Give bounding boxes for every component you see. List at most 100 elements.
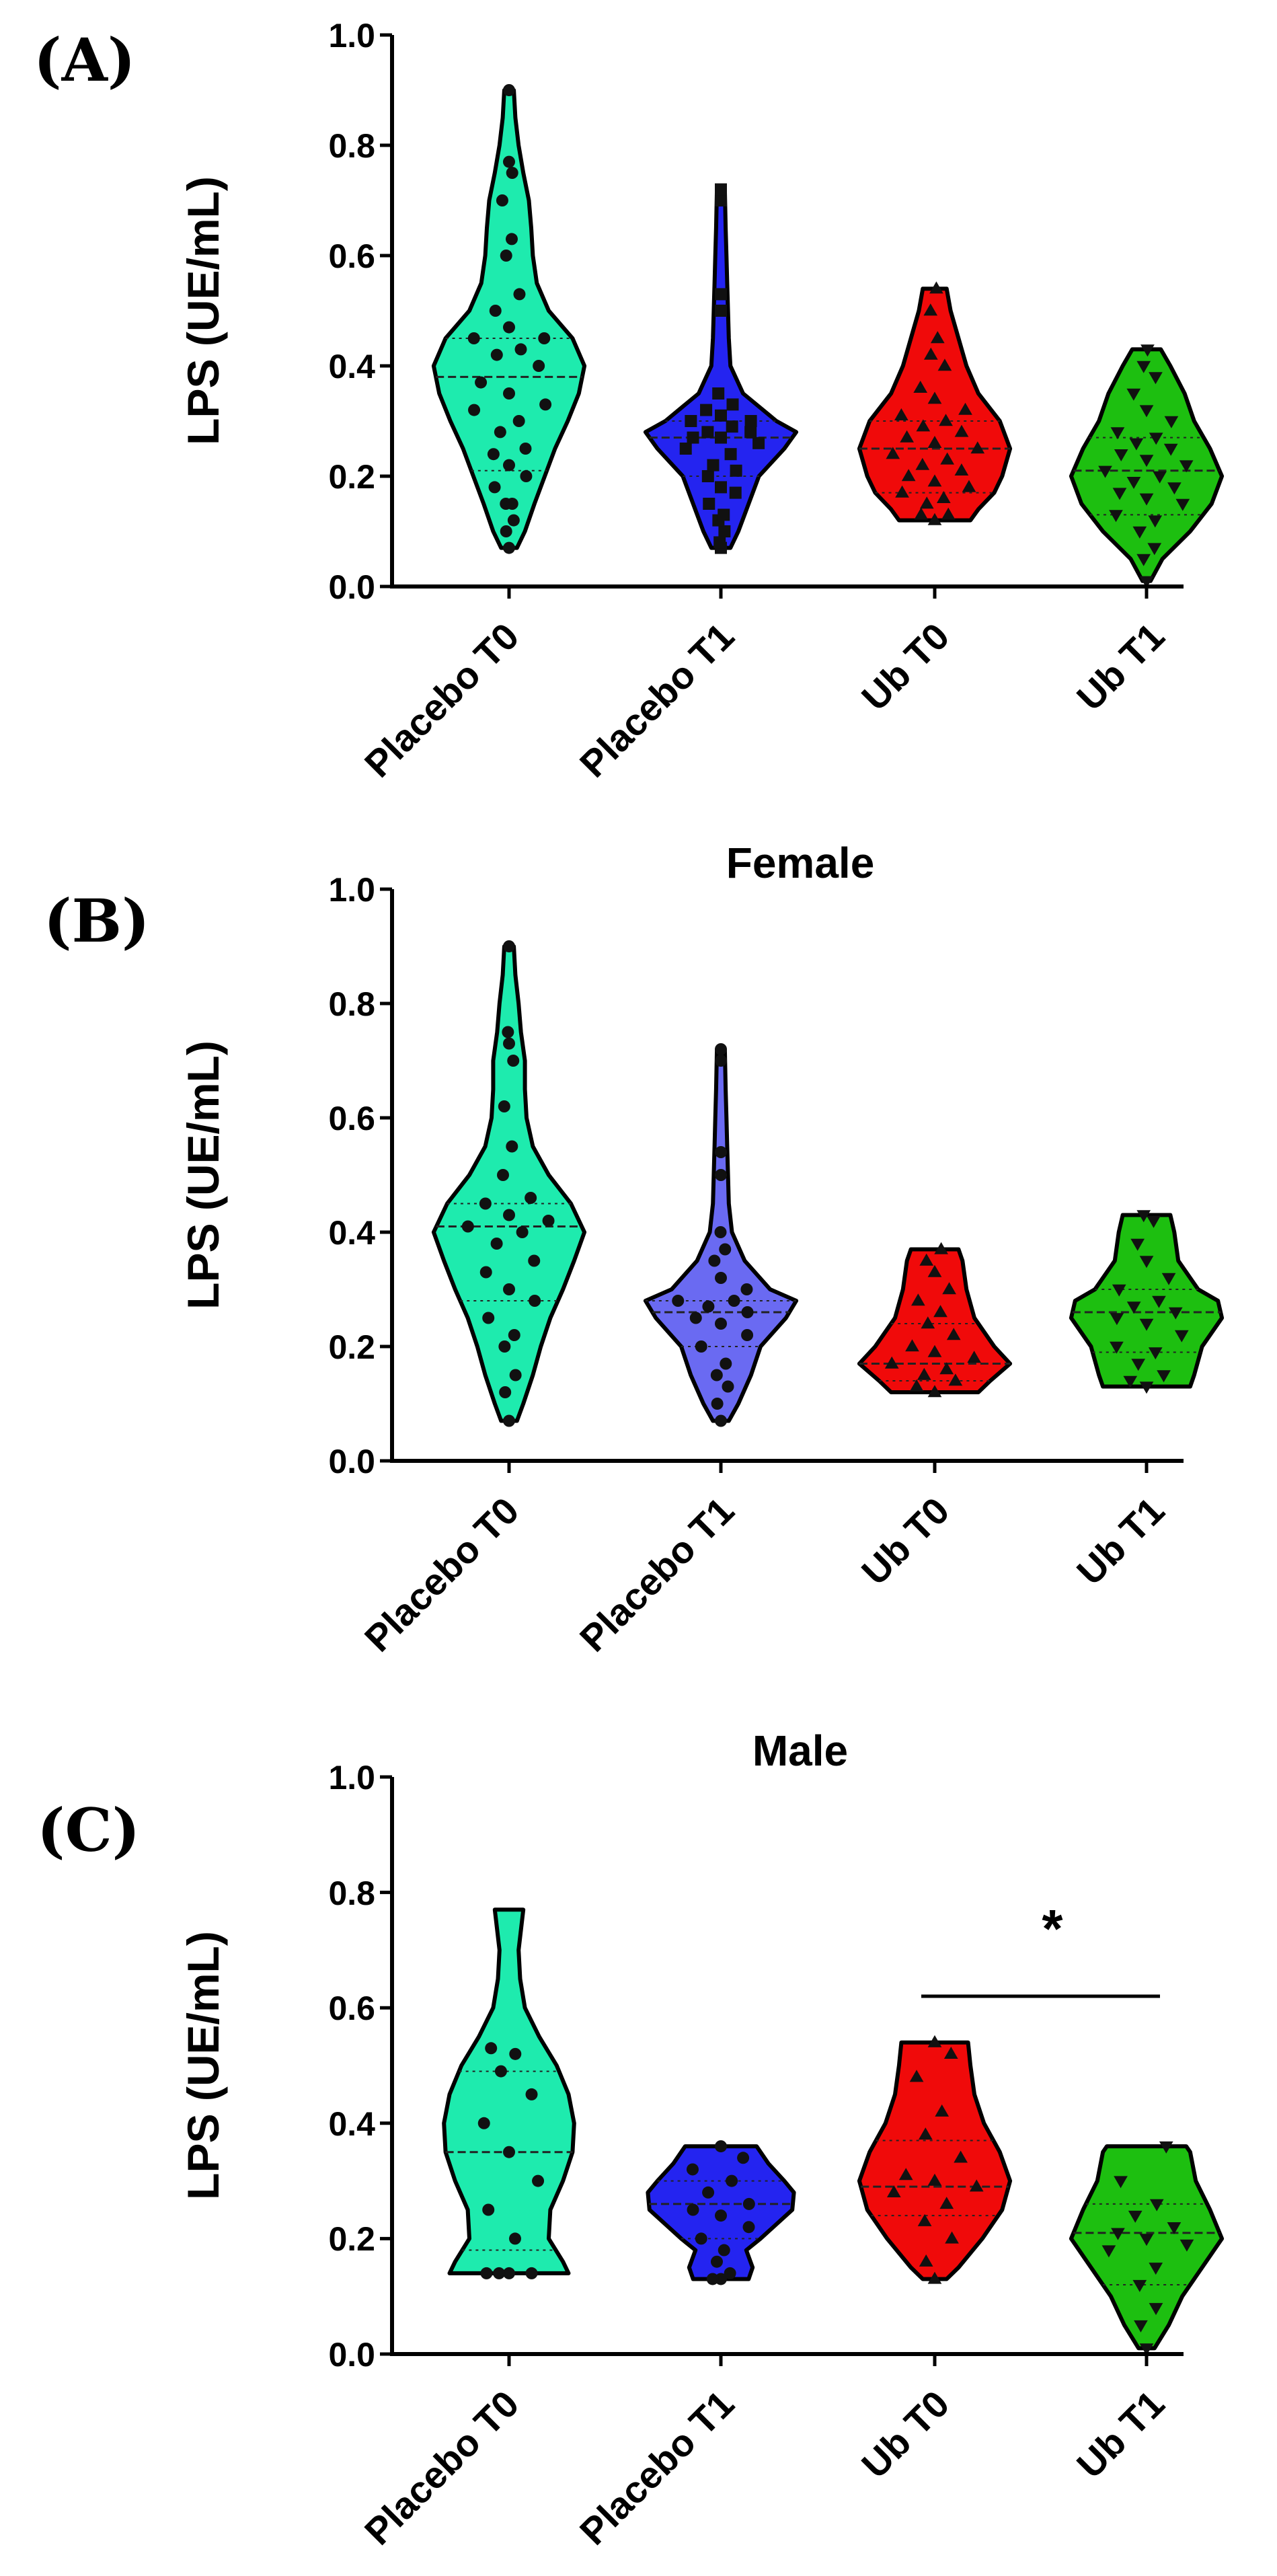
data-point: [685, 415, 697, 427]
data-point: [525, 1192, 537, 1204]
data-point: [468, 404, 481, 416]
data-point: [900, 430, 914, 443]
data-point: [1130, 1238, 1145, 1251]
data-point: [513, 288, 526, 301]
y-tick-label: 0.2: [328, 458, 375, 496]
data-point: [715, 431, 727, 444]
data-point: [927, 2173, 942, 2186]
violin-placebo-t0: [442, 1907, 576, 2279]
data-point: [494, 2065, 507, 2078]
data-point: [485, 2042, 498, 2055]
data-point: [695, 2232, 707, 2245]
plot-area: [442, 1907, 1225, 2356]
data-point: [497, 1169, 509, 1181]
data-point: [532, 2174, 545, 2187]
data-point: [498, 1340, 511, 1353]
data-point: [929, 281, 943, 294]
data-point: [1179, 460, 1194, 473]
data-point: [740, 1283, 753, 1295]
data-point: [1149, 2263, 1163, 2275]
data-point: [512, 415, 525, 427]
violin-ub-t0: [857, 2035, 1013, 2284]
data-point: [715, 1169, 727, 1181]
data-point: [933, 1305, 947, 1318]
data-point: [507, 514, 520, 527]
data-point: [927, 2271, 942, 2284]
data-point: [528, 1254, 541, 1267]
data-point: [1159, 2141, 1173, 2154]
data-point: [503, 84, 515, 96]
data-point: [479, 1266, 492, 1279]
data-point: [921, 1316, 935, 1329]
data-point: [720, 1357, 732, 1370]
y-tick-label: 1.0: [328, 871, 375, 909]
data-point: [499, 1386, 512, 1398]
y-tick-label: 0.0: [328, 2336, 375, 2374]
data-point: [687, 431, 699, 444]
data-point: [702, 1300, 715, 1313]
panel-label: (A): [34, 25, 136, 95]
data-point: [1139, 455, 1154, 467]
panel-title: Male: [752, 1727, 848, 1775]
data-point: [923, 303, 938, 316]
x-category-label: Ub T1: [1069, 2382, 1173, 2487]
data-point: [744, 426, 757, 439]
data-point: [503, 387, 515, 400]
plot-area: [431, 940, 1225, 1427]
violin-body: [442, 1907, 576, 2275]
data-point: [503, 2267, 515, 2279]
data-point: [1163, 443, 1178, 456]
data-point: [942, 1282, 956, 1295]
data-point: [954, 463, 969, 476]
data-point: [1139, 405, 1154, 418]
data-point: [1109, 510, 1123, 523]
data-point: [1175, 498, 1190, 511]
axes: [380, 887, 1184, 1473]
x-category-label: Ub T1: [1069, 1489, 1173, 1593]
violin-placebo-t0: [431, 940, 587, 1427]
data-point: [1101, 2245, 1116, 2258]
data-point: [715, 183, 727, 196]
panel-b: (B) Female LPS (UE/mL) 0.0 0.2 0.4 0.6 0…: [44, 839, 1225, 1660]
y-tick-label: 0.0: [328, 1443, 375, 1480]
y-tick-label: 0.2: [328, 1328, 375, 1366]
violin-body: [1069, 2144, 1225, 2351]
data-point: [940, 452, 955, 465]
data-point: [477, 2117, 490, 2129]
y-tick-label: 1.0: [328, 1759, 375, 1796]
data-point: [1139, 1381, 1154, 1394]
data-point: [722, 1380, 734, 1393]
data-point: [726, 398, 739, 411]
data-point: [1111, 2228, 1125, 2240]
data-point: [503, 940, 515, 952]
data-point: [726, 420, 738, 433]
data-point: [503, 1414, 515, 1427]
data-point: [945, 2231, 959, 2244]
data-point: [1098, 465, 1112, 478]
data-point: [488, 481, 501, 494]
data-point: [927, 513, 942, 525]
y-tick-labels: 0.0 0.2 0.4 0.6 0.8 1.0: [328, 17, 375, 606]
data-point: [1149, 432, 1163, 445]
x-category-label: Ub T1: [1069, 615, 1173, 719]
data-point: [1149, 2199, 1164, 2211]
data-point: [1139, 2234, 1154, 2246]
data-point: [715, 194, 727, 206]
data-point: [480, 2267, 493, 2279]
data-point: [715, 1272, 727, 1284]
data-point: [503, 1037, 515, 1050]
data-point: [917, 1367, 931, 1380]
data-point: [954, 2150, 968, 2163]
data-point: [509, 1369, 522, 1381]
x-category-labels: Placebo T0 Placebo T1 Ub T0 Ub T1: [356, 615, 1173, 786]
data-point: [1132, 2279, 1147, 2292]
data-point: [500, 525, 512, 537]
violin-ub-t1: [1069, 1210, 1225, 1394]
x-category-label: Placebo T0: [356, 1489, 527, 1660]
data-point: [1136, 554, 1151, 566]
data-point: [509, 2232, 521, 2245]
data-point: [936, 491, 951, 503]
data-point: [1129, 438, 1144, 451]
panel-label: (C): [37, 1795, 140, 1865]
